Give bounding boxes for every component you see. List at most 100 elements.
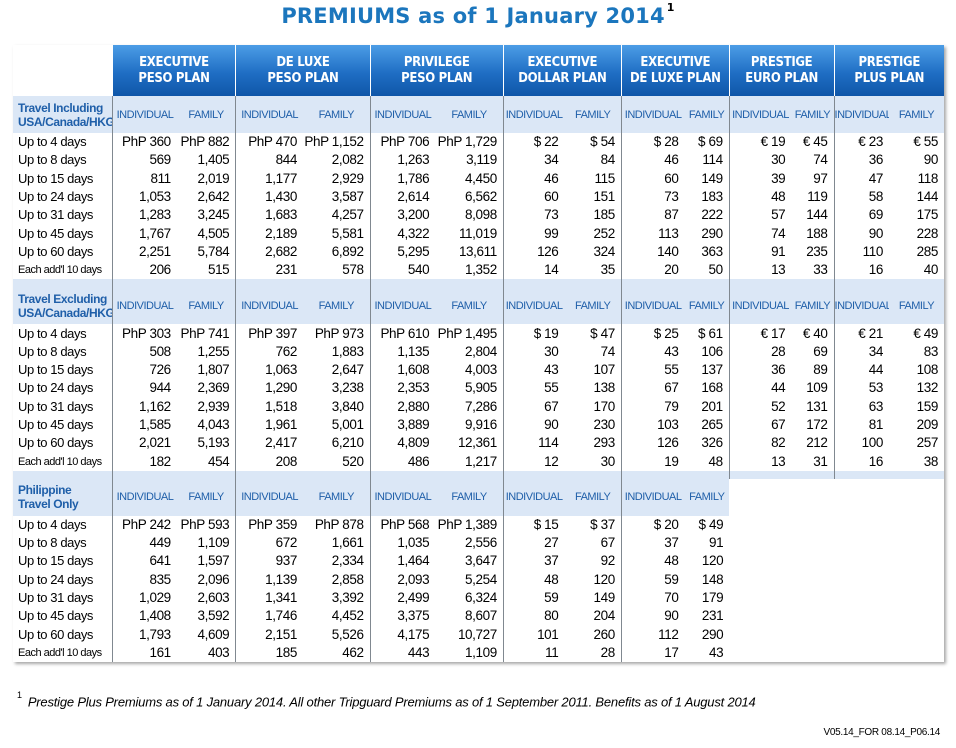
plan-header: PRESTIGE PLUS PLAN bbox=[833, 45, 944, 96]
premium-cell: 6,562 bbox=[465, 189, 497, 205]
premium-cell: 1,283 bbox=[112, 206, 177, 225]
premium-cell: 100 bbox=[833, 434, 889, 453]
premium-cell: 2,093 bbox=[369, 570, 436, 589]
premium-cell: 8,607 bbox=[465, 608, 497, 624]
premium-cell: 188 bbox=[806, 225, 828, 241]
premium-cell: 231 bbox=[235, 261, 303, 280]
premium-cell: PhP 568 bbox=[369, 515, 436, 535]
separator-cell bbox=[176, 470, 236, 479]
premium-cell: 2,151 bbox=[235, 625, 303, 644]
duration-label: Up to 4 days bbox=[18, 325, 87, 341]
premium-cell: 80 bbox=[502, 607, 565, 626]
premium-cell: 13 bbox=[728, 261, 792, 280]
premium-cell: 109 bbox=[806, 380, 828, 396]
premium-cell: 73 bbox=[502, 206, 565, 225]
premium-cell: PhP 973 bbox=[314, 325, 364, 341]
premium-cell: 2,939 bbox=[197, 398, 230, 414]
col-header-family: FAMILY bbox=[176, 96, 236, 133]
plan-name-line1: PRIVILEGE bbox=[403, 54, 470, 70]
separator-cell bbox=[235, 279, 303, 288]
duration-label: Up to 15 days bbox=[18, 553, 94, 569]
table-row: Up to 60 days 1,793 4,609 2,151 5,526 4,175 10… bbox=[13, 625, 944, 644]
table-row: Up to 4 days PhP 242 PhP 593 PhP 359 PhP 878… bbox=[13, 515, 944, 535]
premium-cell: 2,603 bbox=[197, 590, 230, 606]
premium-cell: 4,003 bbox=[465, 362, 497, 378]
premium-cell: $ 28 bbox=[620, 133, 685, 152]
section-label-line1: Travel Including bbox=[18, 100, 103, 115]
premium-cell: 48 bbox=[728, 187, 792, 207]
premium-cell: 13 bbox=[728, 452, 792, 471]
premium-cell: 58 bbox=[833, 187, 889, 207]
empty-cell bbox=[791, 607, 835, 626]
duration-label: Up to 4 days bbox=[18, 134, 87, 150]
premium-cell: 1,063 bbox=[235, 360, 303, 380]
premium-cell: 540 bbox=[369, 261, 436, 280]
plan-name-line2: PESO PLAN bbox=[267, 70, 339, 86]
plan-header-row: EXECUTIVE PESO PLAN DE LUXE PESO PLAN PRIVIL… bbox=[13, 45, 944, 96]
col-header-family: FAMILY bbox=[564, 96, 622, 133]
duration-label: Up to 31 days bbox=[18, 398, 94, 414]
premium-cell: 40 bbox=[923, 262, 939, 278]
premium-cell: 1,217 bbox=[465, 453, 497, 469]
section-header-row: Philippine Travel Only INDIVIDUAL FAMILY IND… bbox=[13, 478, 944, 516]
empty-cell bbox=[791, 515, 835, 535]
premium-cell: 5,905 bbox=[465, 380, 497, 396]
duration-label: Up to 45 days bbox=[18, 225, 94, 241]
premium-cell: 462 bbox=[342, 644, 364, 660]
col-header-family: FAMILY bbox=[684, 478, 730, 516]
section-label: Philippine Travel Only bbox=[13, 478, 113, 516]
premium-cell: 228 bbox=[916, 225, 939, 241]
premium-cell: $ 49 bbox=[698, 516, 724, 532]
plan-name-line2: DOLLAR PLAN bbox=[518, 70, 607, 86]
separator-cell bbox=[176, 279, 236, 288]
premium-cell: 59 bbox=[620, 570, 685, 589]
separator-cell bbox=[620, 470, 685, 479]
page-title: PREMIUMS as of 1 January 2014 1 bbox=[0, 1, 956, 28]
premium-cell: 43 bbox=[502, 360, 565, 380]
premium-cell: 1,255 bbox=[197, 343, 230, 359]
separator-cell bbox=[13, 279, 113, 288]
premium-cell: 2,499 bbox=[369, 588, 436, 608]
premium-cell: 2,353 bbox=[369, 379, 436, 398]
premium-cell: 50 bbox=[708, 262, 724, 278]
premium-cell: 90 bbox=[923, 152, 939, 168]
premium-cell: 149 bbox=[701, 170, 723, 186]
premium-cell: 508 bbox=[112, 342, 177, 361]
premium-cell: 55 bbox=[620, 360, 685, 380]
premium-cell: 2,369 bbox=[197, 380, 230, 396]
premium-cell: 209 bbox=[916, 417, 939, 432]
premium-cell: 2,929 bbox=[331, 170, 364, 186]
plan-name-line2: DE LUXE PLAN bbox=[629, 70, 721, 86]
col-header-individual: INDIVIDUAL bbox=[235, 96, 303, 133]
separator-cell bbox=[833, 279, 889, 288]
premium-cell: 1,883 bbox=[331, 343, 364, 359]
premium-cell: 206 bbox=[112, 261, 177, 280]
premium-cell: 185 bbox=[593, 207, 616, 223]
empty-cell bbox=[834, 478, 889, 516]
premium-cell: PhP 1,389 bbox=[437, 516, 498, 532]
separator-cell bbox=[369, 470, 436, 479]
empty-cell bbox=[888, 588, 944, 608]
premium-cell: 131 bbox=[806, 398, 828, 414]
premium-cell: 3,592 bbox=[197, 608, 230, 624]
premium-cell: 63 bbox=[833, 397, 889, 416]
premium-table-frame: EXECUTIVE PESO PLAN DE LUXE PESO PLAN PRIVIL… bbox=[13, 45, 944, 663]
plan-name-line1: DE LUXE bbox=[276, 54, 330, 70]
col-header-individual: INDIVIDUAL bbox=[369, 96, 436, 133]
col-header-family: FAMILY bbox=[684, 96, 730, 133]
premium-cell: $ 15 bbox=[502, 515, 565, 535]
duration-label: Up to 8 days bbox=[18, 152, 87, 168]
premium-cell: 3,375 bbox=[369, 607, 436, 626]
premium-cell: 1,786 bbox=[369, 169, 436, 188]
premium-cell: 84 bbox=[600, 152, 616, 168]
premium-cell: 92 bbox=[600, 553, 616, 569]
premium-cell: 90 bbox=[502, 415, 565, 435]
premium-cell: 1,263 bbox=[369, 151, 436, 170]
section-separator bbox=[13, 279, 944, 288]
separator-cell bbox=[502, 470, 565, 479]
empty-cell bbox=[791, 478, 835, 516]
col-header-individual: INDIVIDUAL bbox=[369, 287, 436, 325]
col-header-family: FAMILY bbox=[888, 287, 944, 325]
col-header-individual: INDIVIDUAL bbox=[235, 478, 303, 516]
separator-cell bbox=[435, 279, 504, 288]
